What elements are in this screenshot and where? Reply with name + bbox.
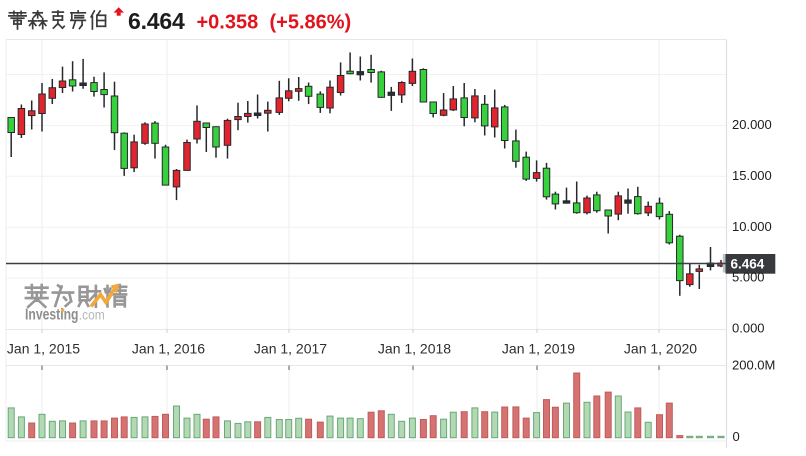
svg-text:Investing: Investing <box>25 306 79 323</box>
svg-text:5.000: 5.000 <box>732 270 765 285</box>
svg-text:Jan 1, 2017: Jan 1, 2017 <box>254 340 327 356</box>
svg-text:(+5.86%): (+5.86%) <box>270 11 352 33</box>
svg-text:.com: .com <box>79 306 105 322</box>
svg-text:Jan 1, 2018: Jan 1, 2018 <box>378 340 451 356</box>
svg-text:0: 0 <box>733 429 740 444</box>
svg-text:6.464: 6.464 <box>128 8 185 34</box>
svg-text:0.000: 0.000 <box>732 320 765 335</box>
svg-text:Jan 1, 2019: Jan 1, 2019 <box>502 340 575 356</box>
svg-text:+0.358: +0.358 <box>197 11 259 33</box>
svg-text:6.464: 6.464 <box>731 257 765 272</box>
svg-text:Jan 1, 2015: Jan 1, 2015 <box>7 340 80 356</box>
svg-text:200.0M: 200.0M <box>732 357 775 372</box>
svg-text:15.000: 15.000 <box>732 168 772 183</box>
svg-text:Jan 1, 2020: Jan 1, 2020 <box>624 340 697 356</box>
svg-text:10.000: 10.000 <box>732 219 772 234</box>
svg-text:Jan 1, 2016: Jan 1, 2016 <box>132 340 205 356</box>
svg-text:20.000: 20.000 <box>732 117 772 132</box>
